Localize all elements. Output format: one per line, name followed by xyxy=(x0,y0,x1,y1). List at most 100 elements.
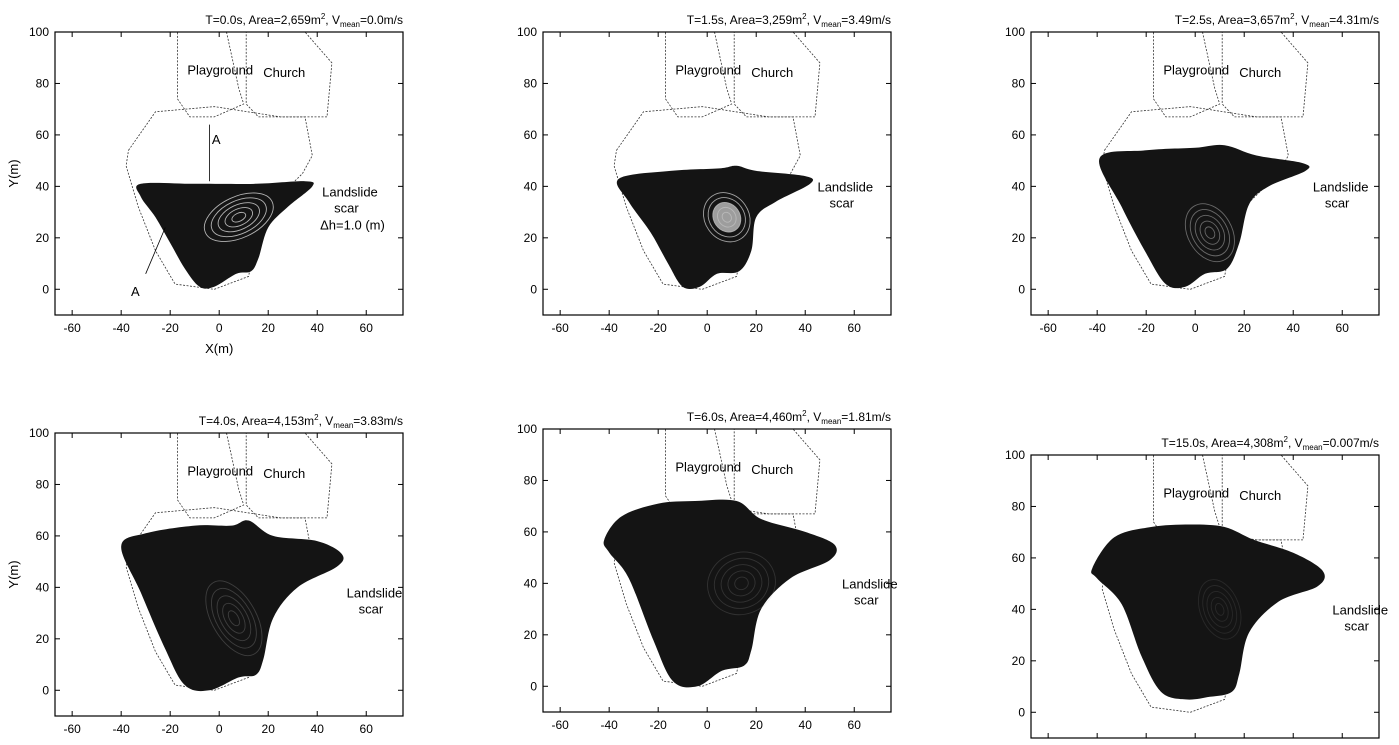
y-tick-label: 40 xyxy=(1012,602,1026,616)
contour-line xyxy=(231,211,247,223)
y-tick-label: 20 xyxy=(524,231,538,245)
contour-line xyxy=(1206,591,1233,628)
title-velocity-prefix: , V xyxy=(807,410,822,424)
panel-1: -60 -40 -20 0 20 40 60 0 20 40 60 80 100 T=0.0s, Area… xyxy=(6,12,404,356)
panel-title: T=6.0s, Area=4,460m2, Vmean=1.81m/s xyxy=(687,409,891,426)
y-tick-label: 20 xyxy=(1012,654,1026,668)
panel-2: -60 -40 -20 0 20 40 60 0 20 40 60 80 100 T=1.5s, Area… xyxy=(517,12,892,335)
contour-line xyxy=(1194,214,1226,251)
contour-line xyxy=(1189,209,1230,257)
contour-line xyxy=(227,610,240,627)
y-tick-label: 100 xyxy=(1005,448,1025,462)
title-velocity-value: =3.83m/s xyxy=(353,414,403,428)
contour-line xyxy=(1202,585,1238,634)
contour-core xyxy=(712,202,741,232)
contour-line xyxy=(713,557,770,609)
title-area-superscript: 2 xyxy=(314,413,319,422)
x-tick-label: 40 xyxy=(799,321,813,335)
landslide-scar-label-line2: scar xyxy=(829,196,854,211)
y-tick-label: 100 xyxy=(29,426,49,440)
contour-line xyxy=(1199,220,1221,245)
panel-title: T=1.5s, Area=3,259m2, Vmean=3.49m/s xyxy=(687,12,891,29)
x-tick-label: -60 xyxy=(551,321,569,335)
y-tick-label: 0 xyxy=(42,282,49,296)
thickness-contours xyxy=(1184,203,1235,263)
contour-line xyxy=(1215,602,1225,616)
contour-line xyxy=(1204,226,1216,239)
landslide-scar-label-line2: scar xyxy=(359,602,384,617)
landslide-scar-label: Landslide xyxy=(347,586,403,601)
y-tick-label: 0 xyxy=(1018,705,1025,719)
panel-title: T=15.0s, Area=4,308m2, Vmean=0.007m/s xyxy=(1161,435,1379,452)
y-tick-label: 100 xyxy=(29,25,49,39)
playground-label: Playground xyxy=(1163,486,1229,501)
landslide-scar-label-line2: scar xyxy=(1344,619,1369,634)
x-tick-label: -40 xyxy=(600,321,618,335)
x-tick-label: 60 xyxy=(848,321,862,335)
y-tick-label: 100 xyxy=(1005,25,1025,39)
x-tick-label: 40 xyxy=(799,718,813,732)
plot-area xyxy=(121,433,344,692)
plot-area xyxy=(1099,32,1310,290)
contour-line xyxy=(205,580,263,657)
contour-line xyxy=(1210,597,1229,622)
panel-title: T=0.0s, Area=2,659m2, Vmean=0.0m/s xyxy=(205,12,403,29)
debris-mass xyxy=(121,520,344,692)
playground-label: Playground xyxy=(1163,63,1229,78)
y-tick-label: 40 xyxy=(524,576,538,590)
y-tick-label: 0 xyxy=(530,679,537,693)
x-tick-label: 20 xyxy=(750,718,764,732)
y-axis-label: Y(m) xyxy=(6,560,21,588)
x-tick-label: -60 xyxy=(63,321,81,335)
contour-line xyxy=(216,595,252,642)
playground-outline xyxy=(665,429,733,515)
landslide-scar-label-line2: scar xyxy=(1325,196,1350,211)
church-label: Church xyxy=(751,65,793,80)
plot-area xyxy=(603,429,837,688)
y-tick-label: 80 xyxy=(524,473,538,487)
plot-frame xyxy=(542,31,892,316)
panel-3: -60 -40 -20 0 20 40 60 0 20 40 60 80 100 T=2.5s, Area… xyxy=(1005,12,1380,335)
x-tick-label: 0 xyxy=(704,321,711,335)
section-label-top: A xyxy=(212,132,221,147)
landslide-scar-label-line2: scar xyxy=(334,201,359,216)
x-tick-label: -40 xyxy=(112,722,130,736)
playground-outline xyxy=(177,32,245,118)
panel-title: T=2.5s, Area=3,657m2, Vmean=4.31m/s xyxy=(1175,12,1379,29)
title-velocity-value: =4.31m/s xyxy=(1329,13,1379,27)
playground-label: Playground xyxy=(187,464,253,479)
x-tick-label: 0 xyxy=(216,722,223,736)
panel-4: -60 -40 -20 0 20 40 60 0 20 40 60 80 100 T=4.0s, Area… xyxy=(6,413,404,736)
y-tick-label: 0 xyxy=(530,282,537,296)
x-tick-label: 20 xyxy=(262,722,276,736)
x-tick-label: 60 xyxy=(1336,321,1350,335)
x-tick-label: 60 xyxy=(360,722,374,736)
y-tick-label: 80 xyxy=(1012,499,1026,513)
debris-mass xyxy=(603,499,837,688)
title-velocity-prefix: , V xyxy=(1295,13,1310,27)
y-axis-label: Y(m) xyxy=(6,159,21,187)
y-tick-label: 20 xyxy=(36,231,50,245)
x-tick-label: 20 xyxy=(750,321,764,335)
y-tick-label: 100 xyxy=(517,422,537,436)
title-main: T=2.5s, Area=3,657m xyxy=(1175,13,1290,27)
x-tick-label: 0 xyxy=(216,321,223,335)
landslide-scar-label: Landslide xyxy=(1313,180,1369,195)
plot-area xyxy=(613,32,821,290)
y-tick-label: 0 xyxy=(1018,282,1025,296)
y-tick-label: 20 xyxy=(36,632,50,646)
title-velocity-value: =3.49m/s xyxy=(841,13,891,27)
landslide-scar-label: Landslide xyxy=(1332,603,1388,618)
title-main: T=6.0s, Area=4,460m xyxy=(687,410,802,424)
plot-frame xyxy=(542,428,892,713)
x-tick-label: -60 xyxy=(63,722,81,736)
x-tick-label: -60 xyxy=(1039,321,1057,335)
y-tick-label: 60 xyxy=(1012,128,1026,142)
x-tick-label: -40 xyxy=(112,321,130,335)
church-label: Church xyxy=(1239,65,1281,80)
title-velocity-prefix: , V xyxy=(1288,436,1303,450)
contour-interval-label: Δh=1.0 (m) xyxy=(320,218,385,233)
landslide-scar-label-line2: scar xyxy=(854,593,879,608)
playground-outline xyxy=(177,433,245,519)
